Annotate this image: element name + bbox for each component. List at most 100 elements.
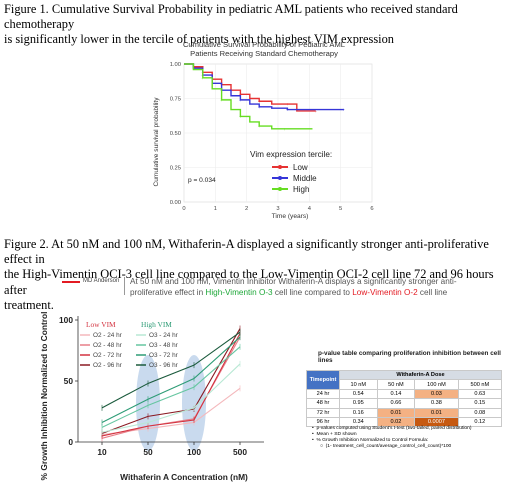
growth-legend-label: O3 - 48 hr: [149, 342, 179, 349]
table-row: 96 hr 0.34 0.02 0.0007 0.12: [306, 416, 503, 428]
formula-text: (1- treatment_cell_count/average_control…: [325, 444, 452, 450]
growth-x-label: Withaferin A Concentration (nM): [120, 472, 248, 482]
header-line2-b: cell line compared to: [272, 288, 353, 297]
survival-x-label: Time (years): [272, 213, 309, 220]
survival-x-tick: 4: [308, 206, 312, 212]
pvalue-time: 48 hr: [306, 398, 340, 409]
growth-series-line: [101, 346, 241, 428]
survival-y-tick: 0.50: [170, 131, 181, 137]
censor-mark: +: [286, 103, 289, 108]
pvalue-time: 24 hr: [306, 388, 340, 400]
censor-mark: +: [258, 106, 261, 111]
header-high-vim: High-Vimentin O-3: [205, 288, 273, 297]
figure2-caption-line1: Figure 2. At 50 nM and 100 nM, Withaferi…: [4, 237, 489, 267]
survival-y-tick: 0.00: [170, 200, 181, 206]
survival-y-label: Cumulative survival probability: [153, 97, 160, 187]
growth-legend-label: O2 - 72 hr: [93, 352, 123, 359]
survival-legend: Vim expression tercile: Low Middle High: [250, 150, 332, 194]
pvalue-cell: 0.08: [457, 407, 503, 418]
censor-mark: +: [239, 115, 242, 120]
note-formula: ○ (1- treatment_cell_count/average_contr…: [320, 444, 452, 450]
survival-x-tick: 6: [370, 206, 373, 212]
growth-legend-label: O2 - 96 hr: [93, 362, 123, 369]
header-low-vim: Low-Vimentin O-2: [352, 288, 418, 297]
table-row: 72 hr 0.16 0.01 0.01 0.08: [306, 407, 503, 418]
growth-legend-label: O3 - 96 hr: [149, 362, 179, 369]
growth-y-tick: 50: [64, 376, 74, 386]
censor-mark: +: [220, 99, 223, 104]
pvalue-cell: 0.38: [414, 398, 459, 409]
legend-high-vim: High VIM: [141, 320, 172, 329]
survival-x-tick: 3: [276, 206, 279, 212]
censor-mark: +: [201, 77, 204, 82]
pvalue-time: 72 hr: [306, 407, 340, 418]
note-item: • Mean + SD shown: [312, 432, 357, 438]
survival-y-tick: 1.00: [170, 62, 181, 68]
survival-legend-label: Low: [293, 163, 308, 172]
growth-y-label: % Growth Inhibition Normalized to Contro…: [39, 312, 49, 481]
figure2-caption-line2: the High-Vimentin OCI-3 cell line compar…: [4, 267, 494, 297]
pvalue-col-header: 500 nM: [457, 379, 503, 390]
pvalue-cell: 0.63: [457, 388, 503, 400]
header-line2-c: cell line: [417, 288, 448, 297]
survival-y-tick: 0.25: [170, 166, 181, 172]
note-text: % Growth Inhibition Normalized to Contro…: [316, 438, 429, 444]
figure2-caption: Figure 2. At 50 nM and 100 nM, Withaferi…: [4, 237, 516, 313]
survival-legend-marker: [278, 176, 282, 180]
censor-mark: +: [314, 110, 317, 115]
pvalue-table: Timepoint Withaferin-A Dose 10 nM 50 nM …: [306, 369, 503, 428]
survival-legend-label: Middle: [293, 174, 317, 183]
survival-legend-title: Vim expression tercile:: [250, 150, 332, 159]
survival-pvalue: p = 0.034: [188, 177, 216, 184]
header-line2: proliferative effect in High-Vimentin O-…: [130, 287, 516, 298]
growth-legend-label: O3 - 24 hr: [149, 332, 179, 339]
growth-series-line: [101, 363, 241, 433]
table-row: 48 hr 0.95 0.66 0.38 0.15: [306, 398, 503, 409]
pvalue-cell: 0.66: [376, 398, 416, 409]
survival-chart-title-line1: Cumulative Survival Probability of Pedia…: [183, 40, 345, 49]
survival-series-high: [184, 63, 313, 130]
censor-mark: +: [283, 128, 286, 133]
figure1-caption-line1: Figure 1. Cumulative Survival Probabilit…: [4, 2, 458, 32]
figure2-header-text: At 50 nM and 100 nM, Vimentin Inhibitor …: [130, 276, 516, 298]
growth-x-tick: 500: [233, 447, 247, 457]
survival-y-tick: 0.75: [170, 97, 181, 103]
survival-legend-marker: [278, 165, 282, 169]
md-anderson-logo-mark: [62, 281, 80, 283]
figure1-caption-line2: is significantly lower in the tercile of…: [4, 32, 394, 47]
growth-legend-label: O3 - 72 hr: [149, 352, 179, 359]
growth-x-tick: 10: [97, 447, 107, 457]
pvalue-cell: 0.54: [339, 388, 378, 400]
survival-x-tick: 5: [339, 206, 342, 212]
note-text: Mean + SD shown: [316, 432, 357, 438]
header-line1: At 50 nM and 100 nM, Vimentin Inhibitor …: [130, 277, 457, 286]
pvalue-notes: • p-values computed using Student's t-te…: [312, 426, 512, 450]
growth-series-line: [101, 336, 241, 439]
survival-x-tick: 1: [214, 206, 217, 212]
survival-x-tick: 0: [182, 206, 185, 212]
pvalue-table-header-row: Timepoint Withaferin-A Dose: [306, 369, 502, 390]
header-line2-a: proliferative effect in: [130, 288, 206, 297]
note-item: • % Growth Inhibition Normalized to Cont…: [312, 438, 429, 444]
pvalue-col-header: 100 nM: [414, 379, 459, 390]
censor-mark: +: [258, 125, 261, 130]
growth-series-line: [101, 331, 241, 409]
pvalue-cell: 0.14: [376, 388, 416, 400]
highlight-ellipse: [182, 354, 206, 451]
censor-mark: +: [342, 109, 345, 114]
growth-y-tick: 100: [59, 315, 73, 325]
growth-series-line: [101, 328, 241, 434]
censor-mark: +: [286, 109, 289, 114]
pvalue-group-header: Withaferin-A Dose: [339, 369, 502, 381]
pvalue-cell: 0.95: [339, 398, 378, 409]
growth-series-line: [101, 333, 241, 437]
pvalue-cell-significant: 0.03: [414, 388, 459, 400]
figure1-caption: Figure 1. Cumulative Survival Probabilit…: [4, 2, 516, 48]
growth-legend: Low VIM High VIM O2 - 24 hr O2 - 48 hr O2 …: [80, 320, 179, 369]
growth-series-line: [101, 336, 241, 423]
pvalue-cell: 0.16: [339, 407, 378, 418]
survival-chart: Cumulative Survival Probability of Pedia…: [153, 40, 374, 220]
growth-legend-label: O2 - 48 hr: [93, 342, 123, 349]
pvalue-col-header: 10 nM: [339, 379, 378, 390]
growth-x-tick: 100: [187, 447, 201, 457]
